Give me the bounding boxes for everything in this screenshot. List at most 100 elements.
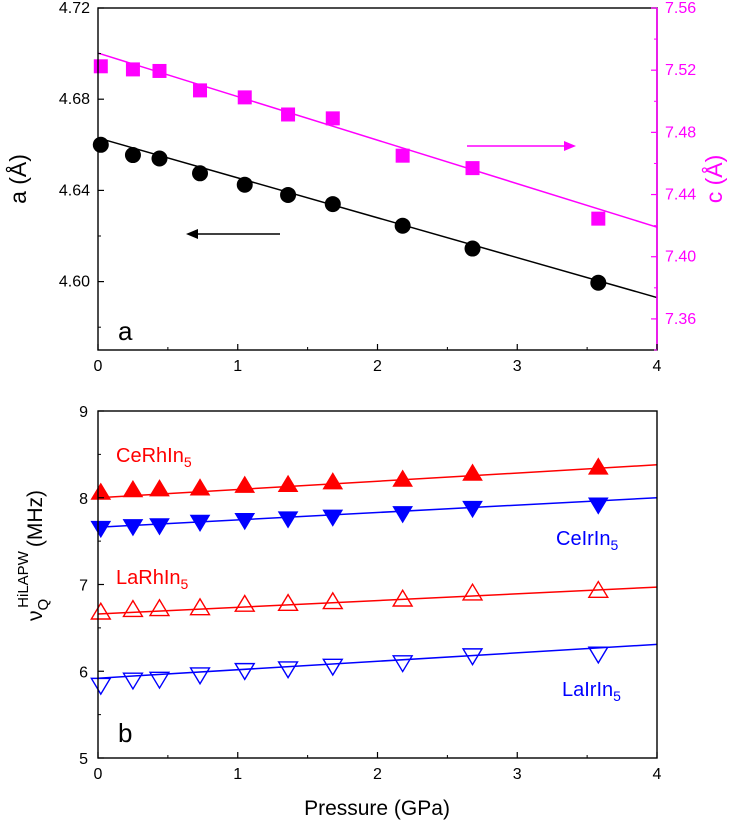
point-c xyxy=(93,59,108,74)
y2-tick-label: 7.48 xyxy=(665,124,696,141)
series-larhin5 xyxy=(90,580,658,620)
y-tick-label: 8 xyxy=(79,491,88,508)
point-ceirin5 xyxy=(90,520,112,539)
point-a xyxy=(280,186,297,203)
panel-a-x-ticks: 0 1 2 3 4 xyxy=(94,344,662,375)
point-cerhin5 xyxy=(587,457,609,475)
x-tick-label: 3 xyxy=(513,358,522,375)
point-c xyxy=(125,62,140,77)
point-cerhin5 xyxy=(90,482,112,500)
point-c xyxy=(193,83,208,98)
series-lattice-a xyxy=(92,136,658,299)
panel-b-x-ticks: 0 1 2 3 4 xyxy=(94,752,662,783)
y-tick-label: 4.68 xyxy=(59,91,90,108)
panel-a-label: a xyxy=(118,316,133,346)
point-larhin5 xyxy=(587,580,609,599)
panel-a-frame xyxy=(97,7,658,351)
svg-text:a (Å): a (Å) xyxy=(4,154,31,204)
point-c xyxy=(281,107,296,122)
point-lairin5 xyxy=(277,661,299,680)
panel-b-y-axis-label: νQHiLAPW(MHz) xyxy=(15,490,52,621)
x-tick-label: 0 xyxy=(94,766,103,783)
y-tick-label: 5 xyxy=(79,751,88,768)
y-tick-label: 4.64 xyxy=(59,182,90,199)
point-larhin5 xyxy=(122,599,144,618)
y-tick-label: 4.72 xyxy=(59,0,90,17)
panel-a-left-ticks: 4.60 4.64 4.68 4.72 xyxy=(59,0,104,328)
point-cerhin5 xyxy=(277,474,299,492)
svg-text:νQHiLAPW(MHz): νQHiLAPW(MHz) xyxy=(15,490,52,621)
point-larhin5 xyxy=(461,582,484,601)
point-lairin5 xyxy=(122,672,144,691)
point-a xyxy=(324,196,341,213)
point-lairin5 xyxy=(90,677,112,696)
y2-tick-label: 7.56 xyxy=(665,0,696,17)
point-a xyxy=(236,176,253,193)
x-axis-label: Pressure (GPa) xyxy=(304,797,450,820)
point-c xyxy=(395,148,410,163)
point-a xyxy=(151,150,168,167)
point-ceirin5 xyxy=(392,506,413,524)
point-a xyxy=(192,165,209,182)
point-lairin5 xyxy=(391,655,414,673)
point-ceirin5 xyxy=(189,514,211,533)
label-cerhin5: CeRhIn5 xyxy=(116,445,192,470)
y2-tick-label: 7.52 xyxy=(665,62,696,79)
point-cerhin5 xyxy=(234,475,256,493)
point-lairin5 xyxy=(189,667,211,686)
point-lairin5 xyxy=(322,658,344,677)
point-c xyxy=(325,111,340,126)
x-tick-label: 4 xyxy=(653,766,662,783)
fit-line-larhin5 xyxy=(97,586,658,615)
point-larhin5 xyxy=(391,588,414,607)
panel-a-right-ticks: 7.36 7.40 7.44 7.48 7.52 7.56 xyxy=(651,0,696,351)
y-tick-label: 6 xyxy=(79,664,88,681)
point-a xyxy=(394,217,411,234)
panel-b-label: b xyxy=(118,718,132,748)
point-c xyxy=(465,161,480,176)
point-lairin5 xyxy=(148,671,171,690)
point-larhin5 xyxy=(277,593,299,612)
point-c xyxy=(152,63,167,78)
svg-text:c (Å): c (Å) xyxy=(700,155,727,204)
y2-tick-label: 7.36 xyxy=(665,311,696,328)
fit-line-c xyxy=(97,52,658,228)
fit-line-cerhin5 xyxy=(97,464,658,499)
point-larhin5 xyxy=(148,598,171,617)
point-a xyxy=(464,240,481,257)
point-cerhin5 xyxy=(322,472,344,490)
x-tick-label: 4 xyxy=(653,358,662,375)
point-c xyxy=(591,211,606,226)
label-larhin5: LaRhIn5 xyxy=(116,567,189,592)
panel-b-y-ticks: 5 6 7 8 9 xyxy=(79,404,104,768)
x-tick-label: 2 xyxy=(373,766,382,783)
series-lattice-c xyxy=(93,52,658,228)
x-tick-label: 2 xyxy=(373,358,382,375)
series-ceirin5 xyxy=(90,497,658,539)
y-tick-label: 9 xyxy=(79,404,88,421)
point-cerhin5 xyxy=(392,469,413,487)
point-cerhin5 xyxy=(189,478,211,496)
y2-tick-label: 7.44 xyxy=(665,187,696,204)
point-larhin5 xyxy=(90,601,112,620)
point-ceirin5 xyxy=(462,500,483,519)
fit-line-lairin5 xyxy=(97,643,658,679)
y2-tick-label: 7.40 xyxy=(665,249,696,266)
point-ceirin5 xyxy=(277,511,299,529)
y-tick-label: 4.60 xyxy=(59,274,90,291)
point-ceirin5 xyxy=(149,518,170,536)
label-ceirin5: CeIrIn5 xyxy=(556,528,618,553)
fit-line-ceirin5 xyxy=(97,497,658,528)
point-a xyxy=(124,147,141,164)
panel-b: 0 1 2 3 4 5 6 7 8 9 b CeRhIn5 CeIrIn5 LaRhIn5 La… xyxy=(15,404,662,783)
x-tick-label: 3 xyxy=(513,766,522,783)
panel-b-series xyxy=(90,457,658,696)
label-lairin5: LaIrIn5 xyxy=(562,679,621,704)
series-lairin5 xyxy=(90,643,658,696)
point-cerhin5 xyxy=(122,479,144,498)
point-cerhin5 xyxy=(149,479,170,497)
fit-line-a xyxy=(97,137,658,299)
x-tick-label: 1 xyxy=(233,358,242,375)
